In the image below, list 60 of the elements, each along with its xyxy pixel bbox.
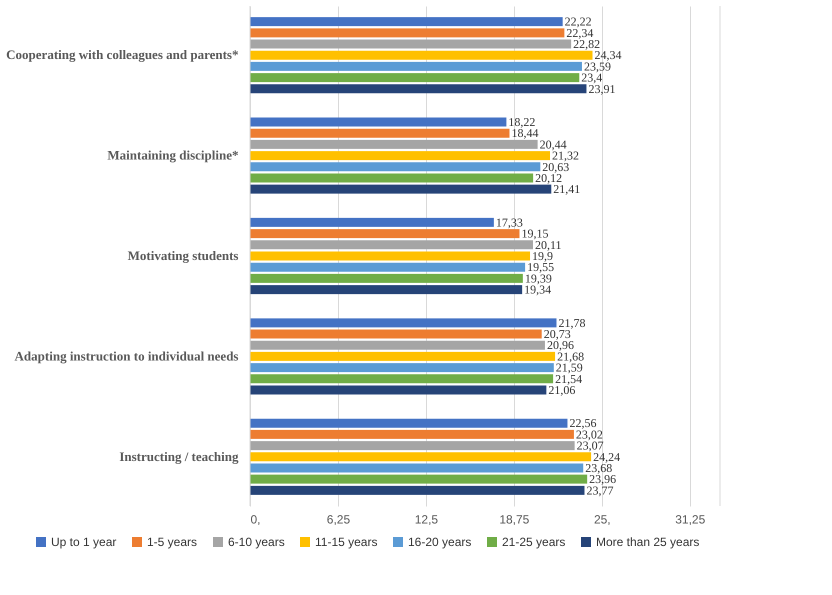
bar bbox=[250, 252, 530, 260]
bar bbox=[250, 140, 538, 149]
bar bbox=[250, 385, 546, 394]
bar bbox=[250, 274, 523, 283]
bar bbox=[250, 240, 533, 250]
bar bbox=[250, 184, 552, 194]
bar bbox=[250, 474, 588, 484]
bar bbox=[250, 340, 545, 350]
data-label: 20,44 bbox=[540, 137, 567, 152]
bar bbox=[250, 418, 568, 428]
x-tick-label: 31,25 bbox=[675, 512, 706, 526]
bar bbox=[250, 50, 593, 60]
legend-label: 1-5 years bbox=[147, 535, 198, 549]
x-tick-label: 18,75 bbox=[499, 512, 530, 526]
bar bbox=[250, 229, 520, 238]
bar bbox=[250, 84, 586, 94]
legend-label: 16-20 years bbox=[408, 535, 472, 549]
bar bbox=[250, 441, 575, 450]
data-label: 17,33 bbox=[496, 215, 523, 230]
bar bbox=[250, 452, 592, 462]
bar bbox=[250, 285, 522, 294]
bar bbox=[250, 162, 540, 172]
data-label: 21,41 bbox=[553, 182, 580, 196]
y-tick-label: Instructing / teaching bbox=[119, 448, 239, 464]
x-tick-label: 25, bbox=[594, 512, 611, 526]
y-tick-label: Maintaining discipline* bbox=[107, 148, 238, 163]
bar bbox=[250, 40, 572, 49]
bar bbox=[250, 262, 526, 272]
x-tick-label: 6,25 bbox=[326, 512, 350, 526]
bar bbox=[250, 374, 554, 384]
bar bbox=[250, 128, 510, 138]
bar bbox=[250, 318, 556, 328]
x-tick-label: 0, bbox=[250, 512, 261, 526]
y-tick-label: Cooperating with colleagues and parents* bbox=[6, 47, 238, 62]
legend-label: 21-25 years bbox=[502, 535, 566, 549]
y-tick-label: Adapting instruction to individual needs bbox=[14, 348, 238, 364]
data-label: 23,91 bbox=[588, 82, 616, 96]
bar bbox=[250, 73, 580, 82]
x-tick-label: 12,5 bbox=[414, 512, 438, 526]
bar bbox=[250, 486, 584, 495]
bar bbox=[250, 330, 542, 339]
bar bbox=[250, 118, 506, 127]
bar bbox=[250, 173, 534, 182]
legend-label: 11-15 years bbox=[315, 535, 378, 549]
data-label: 21,78 bbox=[558, 316, 586, 330]
y-tick-label: Motivating students bbox=[128, 248, 238, 263]
bar bbox=[250, 430, 574, 439]
bar bbox=[250, 151, 550, 160]
legend-label: Up to 1 year bbox=[51, 535, 116, 549]
data-label: 19,34 bbox=[524, 282, 552, 297]
legend-label: More than 25 years bbox=[596, 535, 700, 549]
bar bbox=[250, 363, 554, 372]
bar bbox=[250, 62, 582, 71]
bar bbox=[250, 28, 564, 38]
bar bbox=[250, 218, 494, 227]
bar bbox=[250, 17, 563, 26]
bar bbox=[250, 352, 556, 361]
legend-label: 6-10 years bbox=[228, 535, 285, 549]
bar bbox=[250, 463, 584, 472]
data-label: 19,9 bbox=[532, 249, 554, 263]
